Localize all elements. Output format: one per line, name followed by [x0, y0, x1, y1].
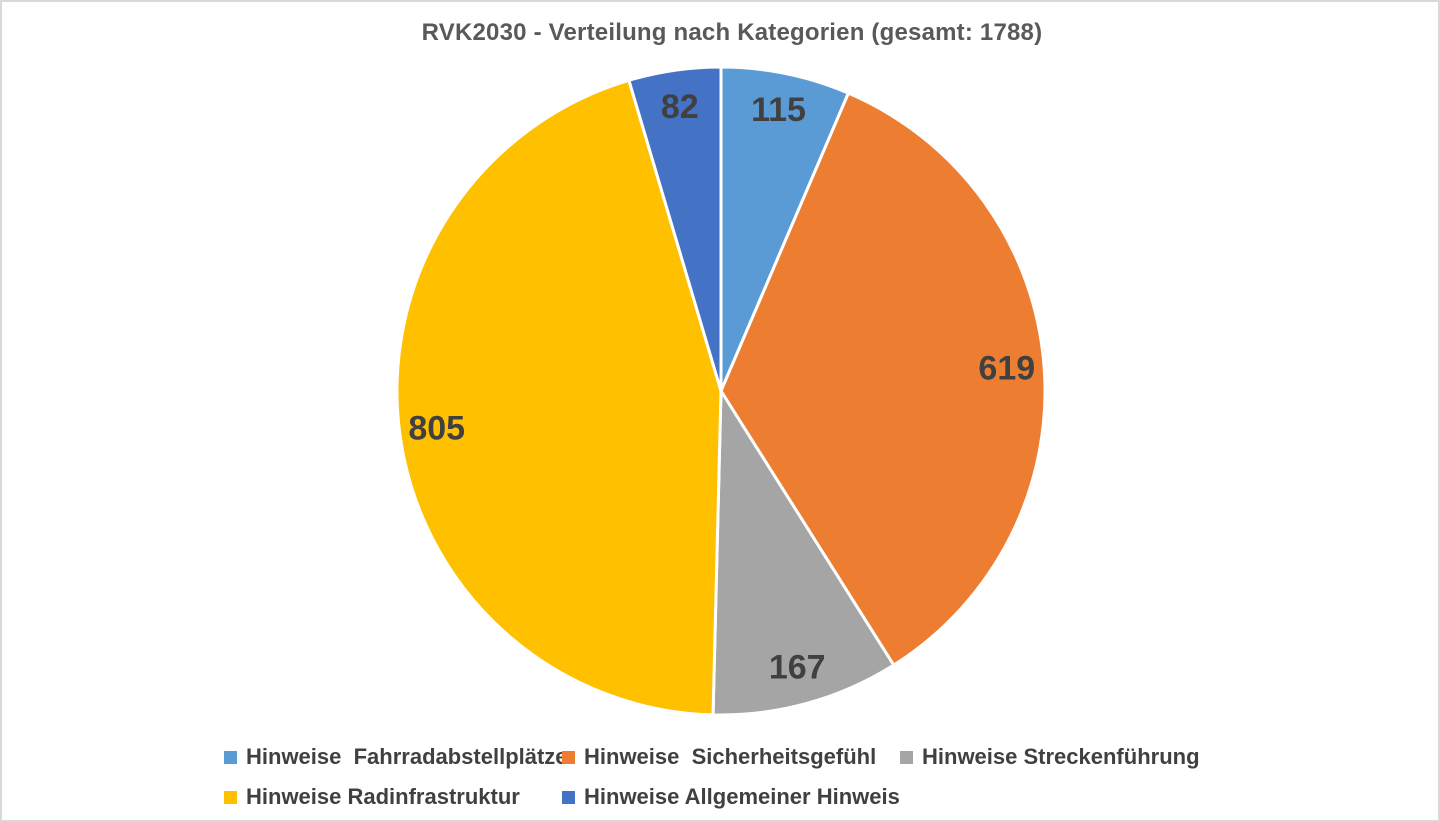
pie-slice-hinweise-sicherheitsgefühl	[719, 91, 1047, 667]
data-label-hinweise-sicherheitsgefühl: 619	[978, 349, 1035, 387]
pie-slice-hinweise-streckenführung	[711, 389, 896, 717]
data-label-hinweise-fahrradabstellplätze: 115	[751, 91, 806, 129]
data-label-hinweise-streckenführung: 167	[769, 648, 826, 686]
pie-slice-hinweise-radinfrastruktur	[395, 78, 723, 717]
chart-title: RVK2030 - Verteilung nach Kategorien (ge…	[421, 19, 1043, 46]
pie-slice-hinweise-allgemeiner-hinweis	[627, 65, 723, 393]
data-label-hinweise-radinfrastruktur: 805	[408, 410, 465, 448]
data-label-hinweise-allgemeiner-hinweis: 82	[661, 88, 699, 126]
pie-slice-hinweise-fahrradabstellplätze	[719, 65, 850, 393]
